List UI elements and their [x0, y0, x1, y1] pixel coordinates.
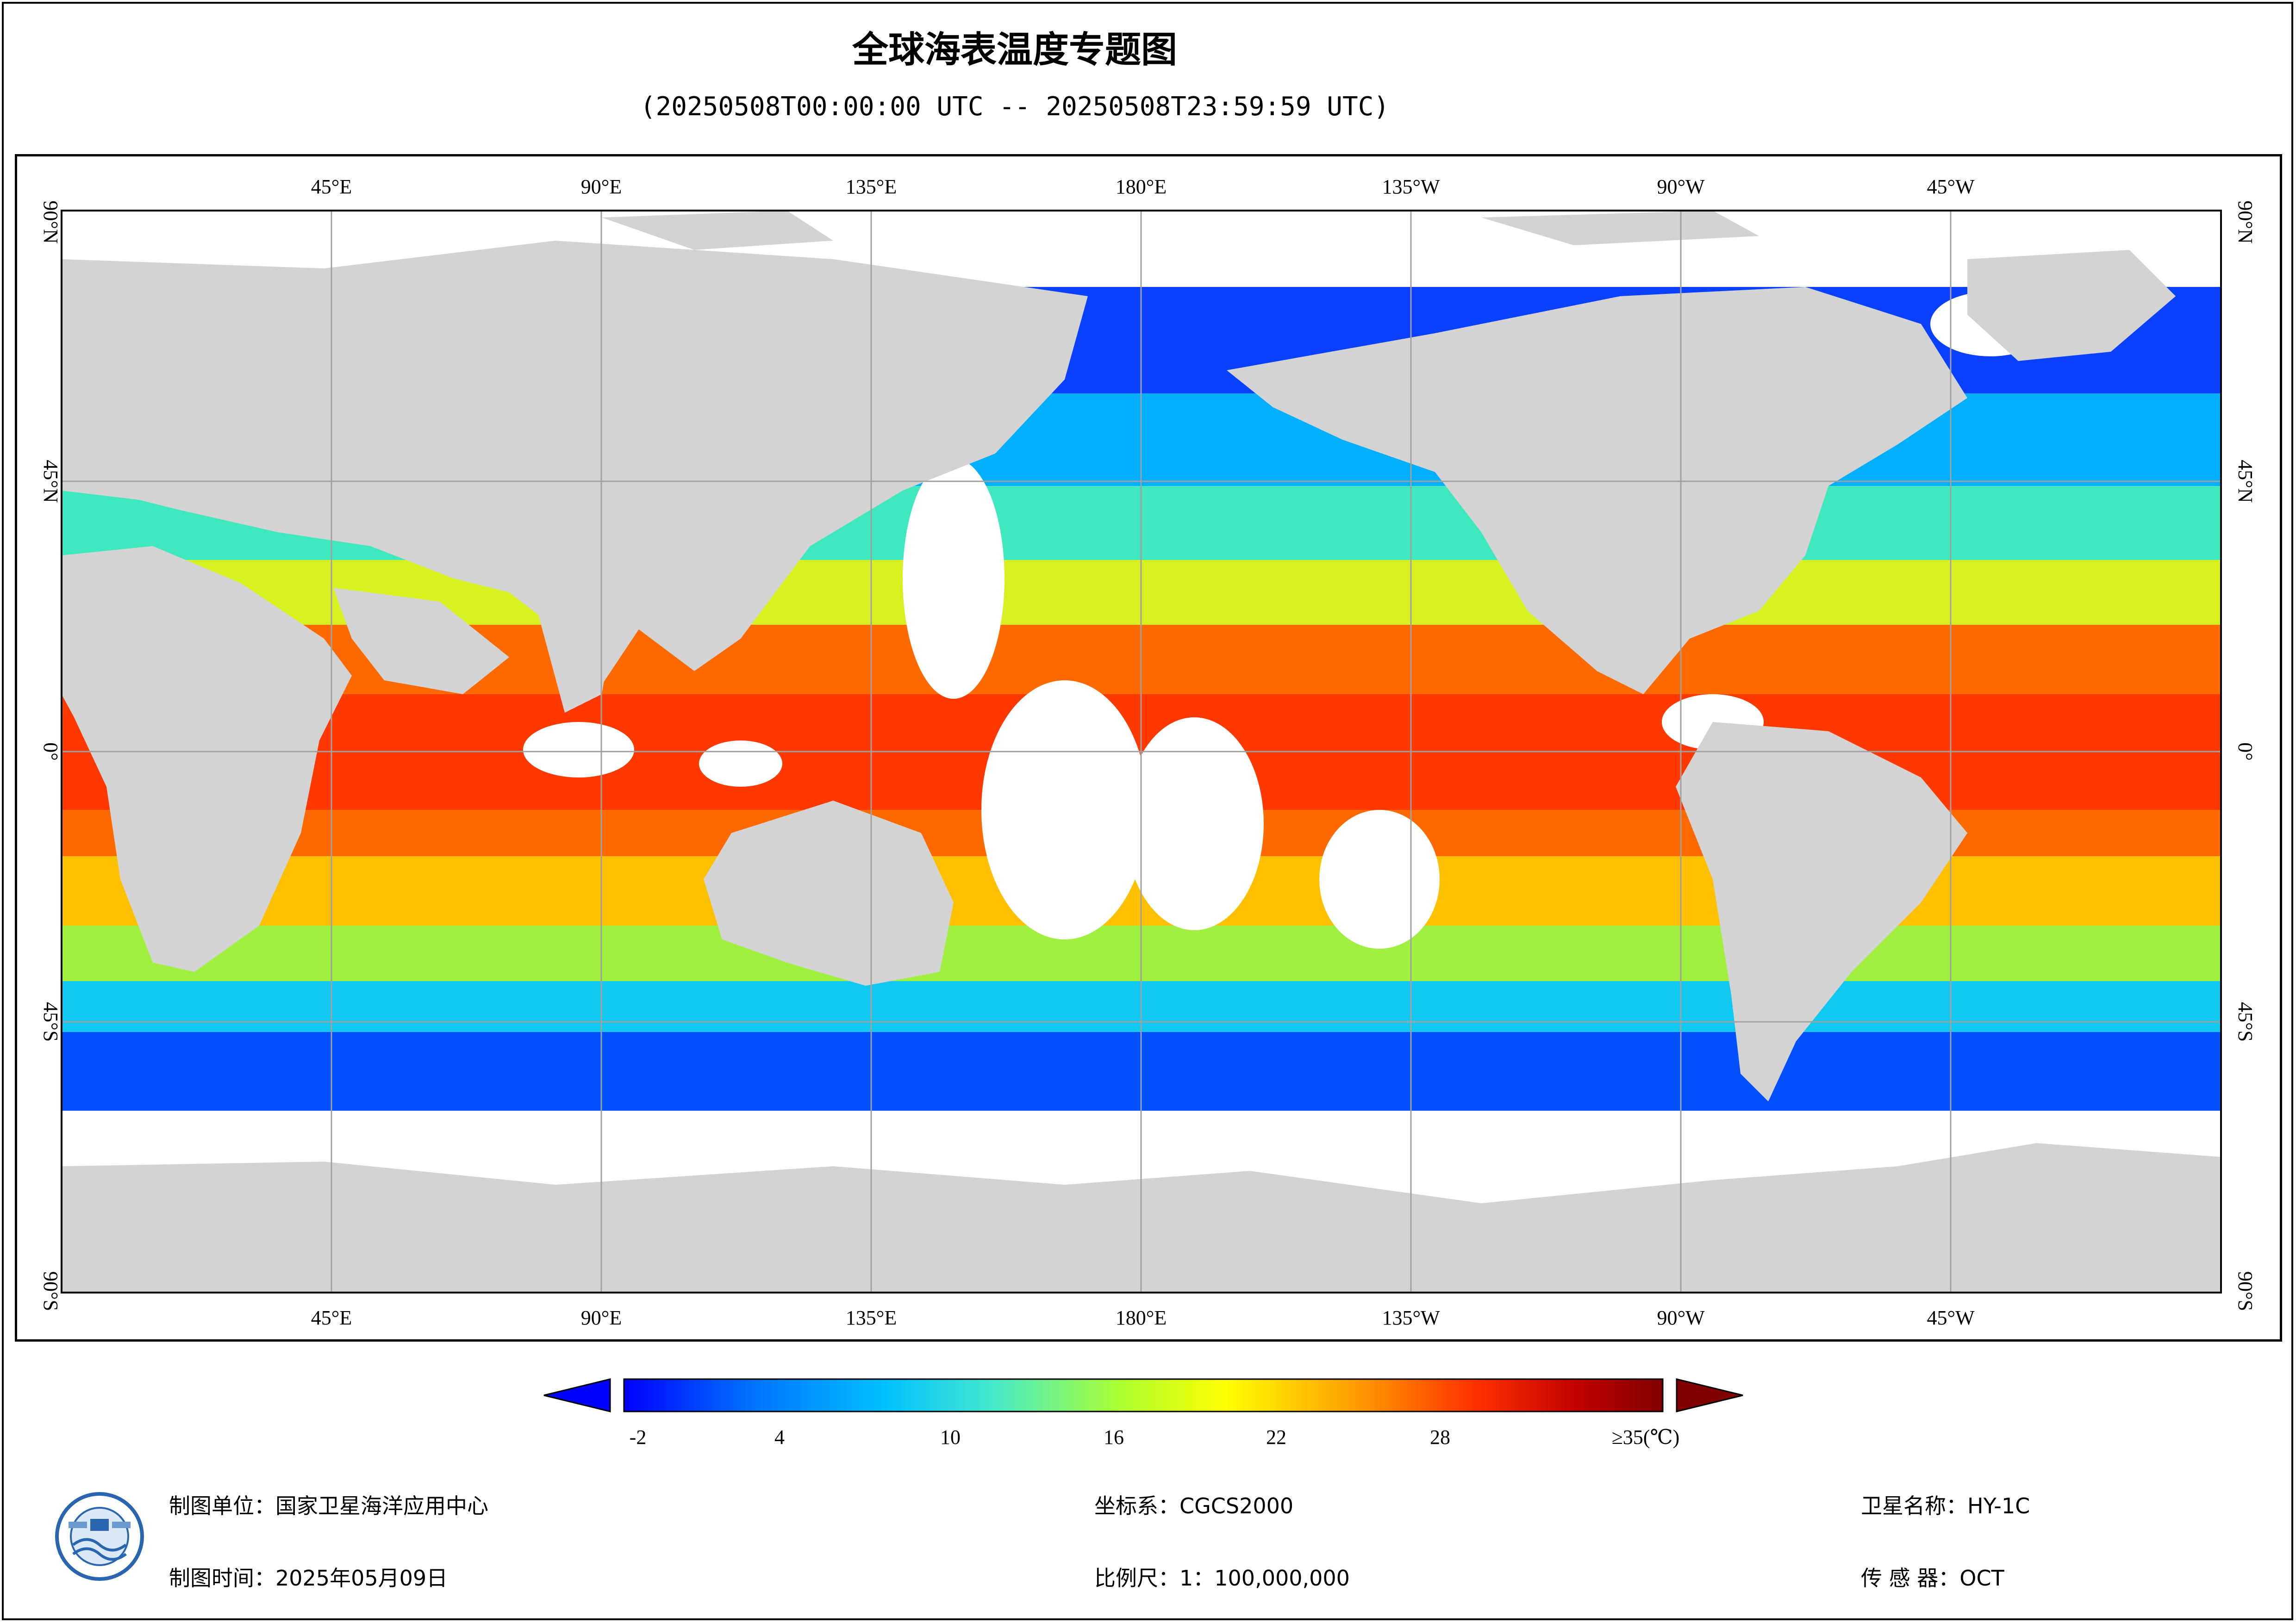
colorbar-tick: -2: [630, 1426, 647, 1449]
lat-label-left: 45°S: [39, 1002, 62, 1042]
lat-label-left: 90°N: [39, 200, 62, 243]
lon-label-bottom: 135°E: [846, 1306, 897, 1329]
colorbar-min-arrow: [543, 1378, 611, 1412]
colorbar-ticks: -2 4 10 16 22 28 ≥35(℃): [630, 1426, 1680, 1449]
lon-label-top: 135°E: [846, 175, 897, 198]
colorbar: -2 4 10 16 22 28 ≥35(℃): [543, 1378, 1743, 1449]
map-inner-border: [61, 210, 2222, 1293]
lon-label-bottom: 90°E: [581, 1306, 622, 1329]
lon-label-bottom: 180°E: [1116, 1306, 1167, 1329]
bottom-longitude-labels: 45°E 90°E 135°E 180°E 135°W 90°W 45°W: [311, 1306, 1975, 1329]
right-latitude-labels: 90°N 45°N 0° 45°S 90°S: [2234, 200, 2257, 1311]
colorbar-tick: 10: [940, 1426, 961, 1449]
lat-label-right: 45°N: [2234, 460, 2257, 503]
colorbar-tick: 4: [774, 1426, 785, 1449]
map-title: 全球海表温度专题图: [852, 29, 1177, 71]
lon-label-top: 90°E: [581, 175, 622, 198]
lon-label-top: 90°W: [1657, 175, 1705, 198]
lat-label-right: 0°: [2234, 742, 2257, 761]
map-scale: 比例尺：1：100,000,000: [1094, 1566, 1350, 1591]
lon-label-top: 135°W: [1382, 175, 1440, 198]
colorbar-max-arrow: [1676, 1378, 1743, 1412]
lat-label-right: 90°N: [2234, 200, 2257, 243]
lon-label-top: 180°E: [1116, 175, 1167, 198]
colorbar-tick: 22: [1266, 1426, 1286, 1449]
lat-label-left: 90°S: [39, 1271, 62, 1311]
satellite-name: 卫星名称：HY-1C: [1861, 1493, 2030, 1518]
lat-label-left: 0°: [39, 742, 62, 761]
coordinate-system: 坐标系：CGCS2000: [1094, 1493, 1294, 1518]
lat-label-right: 90°S: [2234, 1271, 2257, 1311]
lon-label-bottom: 45°E: [311, 1306, 352, 1329]
colorbar-tick: 16: [1104, 1426, 1124, 1449]
graticule: [62, 211, 2221, 1293]
colorbar-gradient: [623, 1378, 1664, 1412]
world-sst-map: 45°E 90°E 135°E 180°E 135°W 90°W 45°W 45…: [39, 175, 2257, 1329]
lat-label-right: 45°S: [2234, 1002, 2257, 1042]
lon-label-top: 45°E: [311, 175, 352, 198]
lon-label-bottom: 45°W: [1927, 1306, 1975, 1329]
lon-label-bottom: 135°W: [1382, 1306, 1440, 1329]
mapping-date: 制图时间：2025年05月09日: [169, 1566, 448, 1591]
map-subtitle: (20250508T00:00:00 UTC -- 20250508T23:59…: [640, 92, 1390, 122]
map-frame: [15, 154, 2282, 1342]
lon-label-bottom: 90°W: [1657, 1306, 1705, 1329]
lat-label-left: 45°N: [39, 460, 62, 503]
sensor-name: 传 感 器：OCT: [1861, 1566, 2004, 1591]
colorbar-tick: 28: [1430, 1426, 1450, 1449]
colorbar-tick: ≥35(℃): [1612, 1426, 1680, 1449]
nsoas-logo-icon: [55, 1492, 144, 1581]
top-longitude-labels: 45°E 90°E 135°E 180°E 135°W 90°W 45°W: [311, 175, 1975, 198]
mapping-unit: 制图单位：国家卫星海洋应用中心: [169, 1493, 488, 1518]
lon-label-top: 45°W: [1927, 175, 1975, 198]
left-latitude-labels: 90°N 45°N 0° 45°S 90°S: [39, 200, 62, 1311]
